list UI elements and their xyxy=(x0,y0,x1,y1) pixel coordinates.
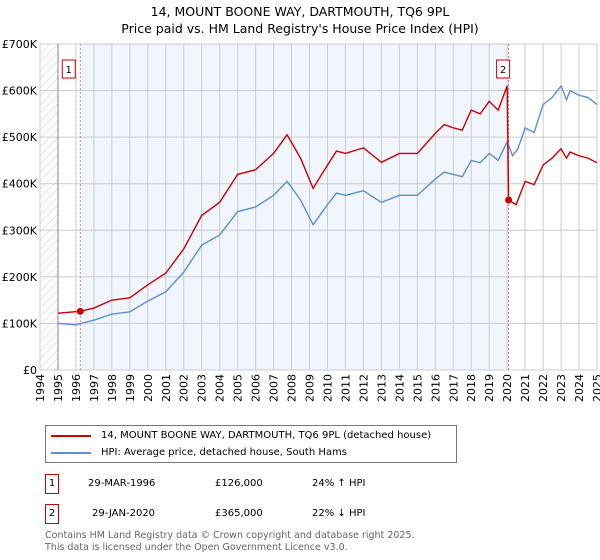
x-tick-label: 2022 xyxy=(537,374,550,402)
hatched-no-data-region xyxy=(40,44,58,370)
x-tick-label: 2017 xyxy=(447,374,460,402)
x-tick-label: 2012 xyxy=(357,374,370,402)
x-tick-label: 2011 xyxy=(339,374,352,402)
x-tick-label: 2003 xyxy=(196,374,209,402)
x-tick-label: 1995 xyxy=(52,374,65,402)
legend-label: 14, MOUNT BOONE WAY, DARTMOUTH, TQ6 9PL … xyxy=(101,430,432,441)
x-tick-label: 2004 xyxy=(214,374,227,402)
x-tick-label: 2009 xyxy=(304,374,317,402)
transaction-date: 29-JAN-2020 xyxy=(92,508,156,519)
x-tick-label: 2000 xyxy=(142,374,155,402)
x-tick-label: 2016 xyxy=(429,374,442,402)
x-tick-label: 1994 xyxy=(34,374,47,402)
marker-badge: 2 xyxy=(45,504,59,524)
footer-copyright: Contains HM Land Registry data © Crown c… xyxy=(45,530,415,541)
transaction-price: £365,000 xyxy=(215,508,263,519)
blue-line-swatch xyxy=(51,452,91,454)
x-tick-label: 1996 xyxy=(70,374,83,402)
red-line-swatch xyxy=(51,435,91,437)
x-tick-label: 2019 xyxy=(483,374,496,402)
ownership-shaded-region xyxy=(80,44,509,370)
y-tick-label: £700K xyxy=(2,38,38,51)
y-tick-label: £100K xyxy=(2,317,38,330)
sale-label: 2 xyxy=(500,65,506,76)
x-tick-label: 2013 xyxy=(375,374,388,402)
x-tick-label: 2007 xyxy=(268,374,281,402)
y-tick-label: £400K xyxy=(2,178,38,191)
legend: 14, MOUNT BOONE WAY, DARTMOUTH, TQ6 9PL … xyxy=(45,425,457,463)
sale-label: 1 xyxy=(66,65,72,76)
x-tick-label: 2015 xyxy=(411,374,424,402)
x-tick-label: 2002 xyxy=(178,374,191,402)
x-tick-label: 1999 xyxy=(124,374,137,402)
x-tick-label: 2008 xyxy=(286,374,299,402)
legend-item-hpi: HPI: Average price, detached house, Sout… xyxy=(51,447,347,459)
x-tick-label: 2018 xyxy=(465,374,478,402)
legend-label: HPI: Average price, detached house, Sout… xyxy=(101,447,347,458)
line-chart: 1994 1995 1996 1997 1998 1999 2000 2001 2002 2003… xyxy=(2,38,600,402)
x-tick-label: 1997 xyxy=(88,374,101,402)
x-tick-label: 2025 xyxy=(591,374,600,402)
x-tick-label: 2010 xyxy=(321,374,334,402)
transaction-price: £126,000 xyxy=(215,478,263,489)
x-tick-label: 1998 xyxy=(106,374,119,402)
footer: Contains HM Land Registry data © Crown c… xyxy=(45,530,415,554)
chart-subtitle: Price paid vs. HM Land Registry's House … xyxy=(121,21,479,36)
transaction-hpi-diff: 24% ↑ HPI xyxy=(312,478,366,489)
transaction-hpi-diff: 22% ↓ HPI xyxy=(312,508,366,519)
x-tick-label: 2006 xyxy=(250,374,263,402)
property-series-line xyxy=(57,85,598,314)
x-tick-label: 2014 xyxy=(393,374,406,402)
transaction-row: 1 29-MAR-1996 £126,000 24% ↑ HPI xyxy=(45,474,465,494)
legend-item-property: 14, MOUNT BOONE WAY, DARTMOUTH, TQ6 9PL … xyxy=(51,430,431,442)
hpi-series-line xyxy=(57,84,598,326)
transaction-date: 29-MAR-1996 xyxy=(88,478,156,489)
sale-point xyxy=(505,196,513,204)
sale-label-box xyxy=(496,59,511,79)
y-tick-label: £600K xyxy=(2,85,38,98)
y-tick-label: £300K xyxy=(2,224,38,237)
x-tick-label: 2024 xyxy=(573,374,586,402)
x-tick-label: 2020 xyxy=(501,374,514,402)
y-tick-label: £500K xyxy=(2,131,38,144)
sale-point xyxy=(76,307,84,315)
x-tick-label: 2005 xyxy=(232,374,245,402)
y-tick-label: £0 xyxy=(23,364,37,377)
x-tick-label: 2001 xyxy=(160,374,173,402)
marker-badge: 1 xyxy=(45,474,59,494)
y-tick-label: £200K xyxy=(2,271,38,284)
footer-license: This data is licensed under the Open Gov… xyxy=(45,542,348,553)
chart-title: 14, MOUNT BOONE WAY, DARTMOUTH, TQ6 9PL xyxy=(150,4,450,19)
x-tick-label: 2023 xyxy=(555,374,568,402)
x-tick-label: 2021 xyxy=(519,374,532,402)
sale-label-box xyxy=(61,59,76,79)
transaction-row: 2 29-JAN-2020 £365,000 22% ↓ HPI xyxy=(45,504,465,524)
